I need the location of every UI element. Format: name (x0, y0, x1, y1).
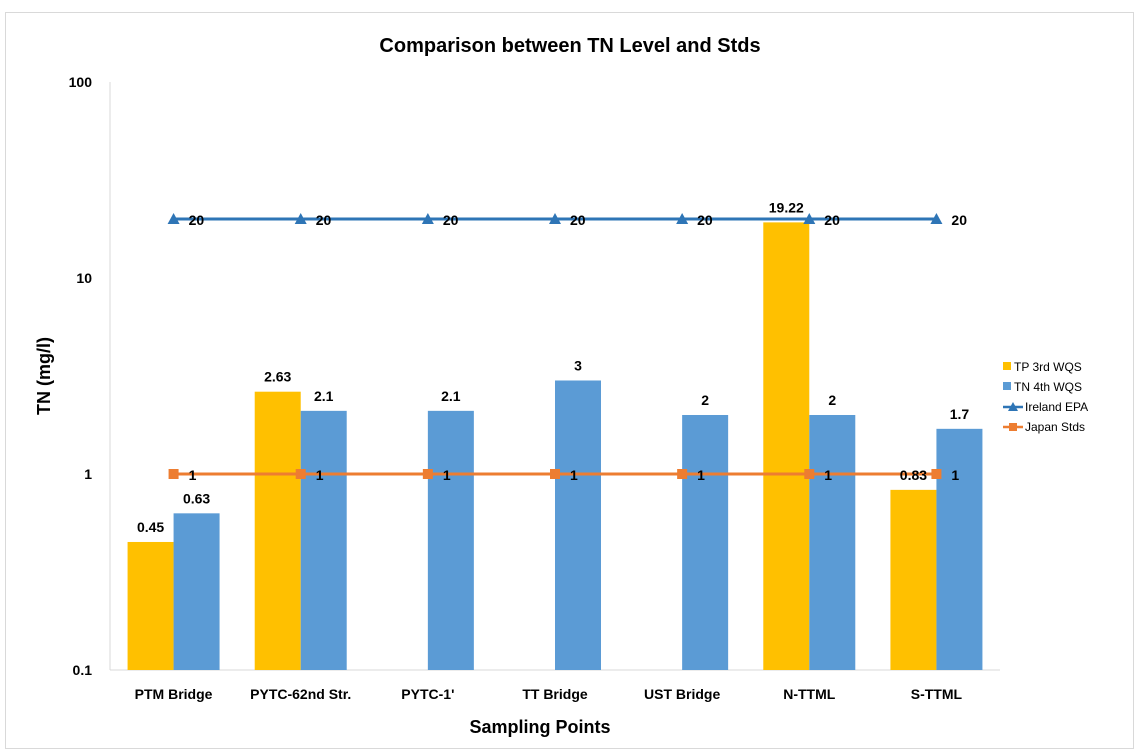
x-tick-label: N-TTML (783, 686, 836, 702)
chart-frame (5, 12, 1134, 749)
square-marker (804, 469, 815, 479)
bar (936, 428, 983, 670)
y-tick-label: 100 (69, 74, 93, 90)
bar (427, 410, 474, 670)
square-marker (550, 469, 560, 479)
bar-data-label: 0.83 (900, 467, 927, 483)
data-labels: 0.45 2.63 19.22 0.83 0.63 2.1 2.1 3 2 2 1.7 20 20 20 2… (137, 199, 969, 535)
bar (890, 489, 937, 670)
bar-data-label: 19.22 (769, 199, 804, 215)
line-data-label: 20 (951, 212, 967, 228)
bar (300, 410, 347, 670)
legend-label: TP 3rd WQS (1014, 360, 1082, 374)
y-tick-label: 0.1 (73, 662, 93, 678)
line-data-label: 20 (443, 212, 459, 228)
line-data-label: 1 (951, 467, 959, 483)
triangle-marker (676, 212, 689, 224)
x-tick-labels: PTM Bridge PYTC-62nd Str. PYTC-1' TT Bridge… (135, 686, 963, 702)
x-tick-label: TT Bridge (522, 686, 588, 702)
line-data-label: 20 (189, 212, 205, 228)
bar-data-label: 2.1 (314, 388, 334, 404)
line-data-label: 20 (316, 212, 332, 228)
triangle-marker (803, 212, 816, 224)
triangle-marker (167, 212, 180, 224)
bar-data-label: 3 (574, 357, 582, 373)
y-tick-labels: 0.1 1 10 100 (69, 74, 93, 678)
chart-title: Comparison between TN Level and Stds (379, 35, 760, 57)
y-axis-title: TN (mg/l) (34, 337, 54, 415)
x-tick-label: PYTC-1' (401, 686, 454, 702)
bar (254, 391, 301, 670)
square-marker (677, 469, 688, 479)
y-tick-label: 10 (76, 270, 92, 286)
triangle-marker (294, 212, 307, 224)
series-lines (167, 212, 943, 479)
x-tick-label: UST Bridge (644, 686, 720, 702)
legend-label: Japan Stds (1025, 420, 1085, 434)
line-data-label: 1 (824, 467, 832, 483)
x-tick-label: PYTC-62nd Str. (250, 686, 351, 702)
legend-label: Ireland EPA (1025, 400, 1088, 414)
line-data-label: 20 (697, 212, 713, 228)
bar (127, 541, 174, 670)
bar-data-label: 2 (701, 392, 709, 408)
bar-data-label: 2.1 (441, 388, 461, 404)
line-data-label: 1 (189, 467, 197, 483)
bar-data-label: 0.45 (137, 519, 164, 535)
bar (682, 414, 729, 670)
legend-swatch (1003, 362, 1011, 370)
line-data-label: 1 (316, 467, 324, 483)
legend-swatch (1003, 382, 1011, 390)
square-marker (295, 469, 306, 479)
bar-data-label: 2.63 (264, 369, 291, 385)
legend-square-icon (1009, 423, 1017, 431)
x-tick-label: S-TTML (911, 686, 963, 702)
y-tick-label: 1 (84, 466, 92, 482)
bar (173, 513, 220, 670)
legend: TP 3rd WQS TN 4th WQS Ireland EPA Japan Std… (1003, 360, 1088, 434)
x-axis-title: Sampling Points (469, 717, 610, 737)
bar-data-label: 0.63 (183, 490, 210, 506)
line-data-label: 20 (570, 212, 586, 228)
triangle-marker (421, 212, 434, 224)
triangle-marker (930, 212, 943, 224)
line-data-label: 1 (697, 467, 705, 483)
legend-triangle-icon (1008, 402, 1018, 411)
square-marker (931, 469, 942, 479)
bar (763, 222, 810, 670)
line-data-label: 1 (570, 467, 578, 483)
square-marker (422, 469, 433, 479)
legend-label: TN 4th WQS (1014, 380, 1082, 394)
line-data-label: 20 (824, 212, 840, 228)
x-tick-label: PTM Bridge (135, 686, 213, 702)
line-data-label: 1 (443, 467, 451, 483)
bar (555, 380, 601, 670)
triangle-marker (549, 212, 561, 224)
bar-data-label: 2 (828, 392, 836, 408)
bar-data-label: 1.7 (950, 406, 970, 422)
bars (127, 222, 983, 670)
square-marker (168, 469, 179, 479)
bar (809, 414, 856, 670)
